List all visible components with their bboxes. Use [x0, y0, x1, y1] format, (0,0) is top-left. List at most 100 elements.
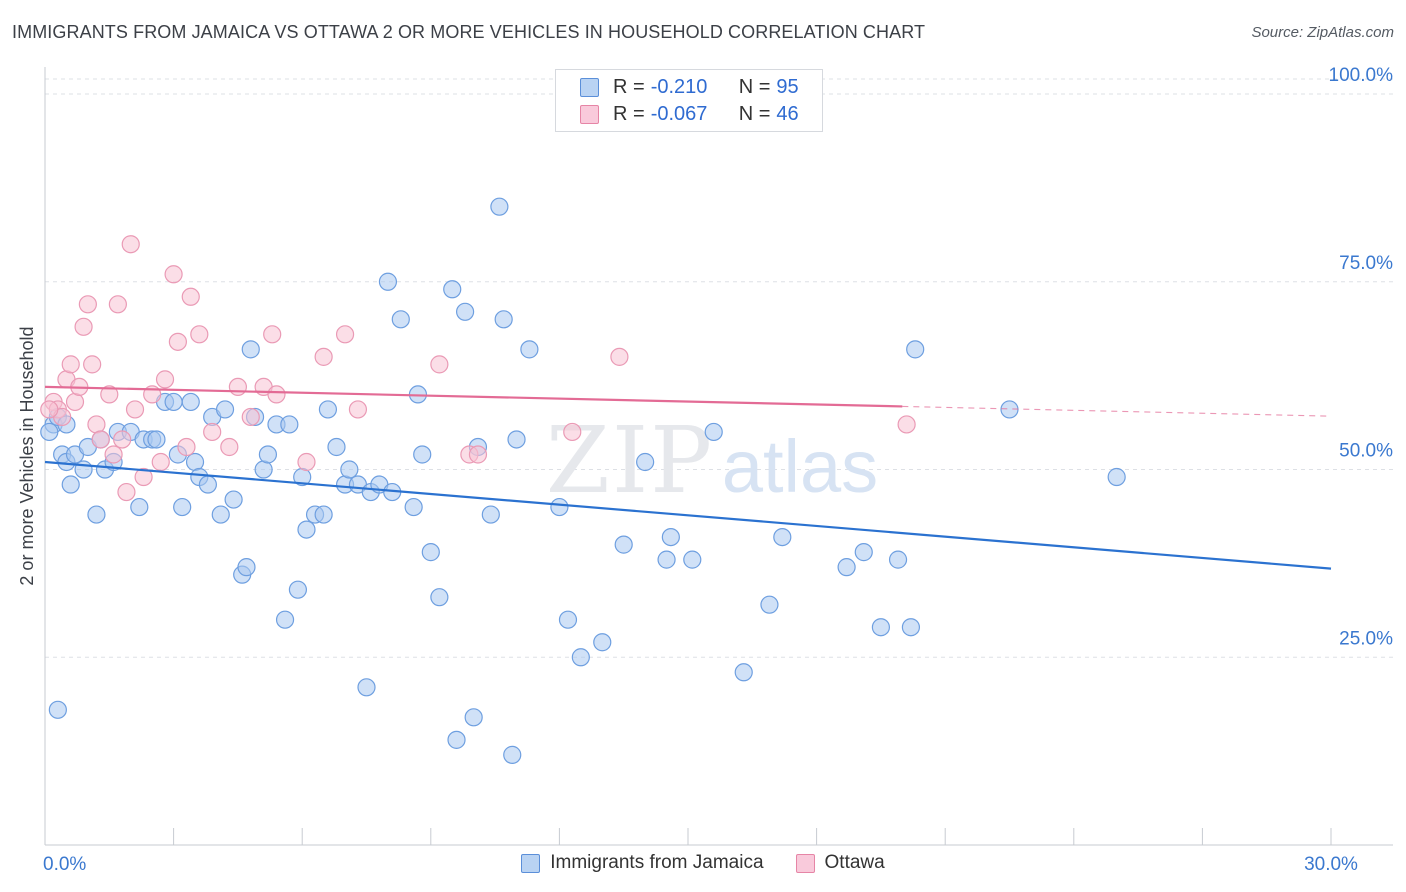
point-jamaica — [224, 490, 243, 509]
bottom-legend-ottawa[interactable]: Ottawa — [795, 852, 885, 874]
legend-r-label: R = — [613, 102, 645, 125]
point-jamaica — [318, 400, 338, 419]
point-jamaica — [734, 663, 753, 682]
point-jamaica — [378, 272, 398, 291]
point-jamaica — [147, 430, 166, 449]
point-ottawa — [897, 415, 916, 434]
y-tick-label: 100.0% — [1329, 65, 1394, 86]
point-ottawa — [263, 325, 282, 344]
y-axis-label: 2 or more Vehicles in Household — [17, 326, 37, 585]
point-jamaica — [215, 400, 235, 419]
point-jamaica — [760, 595, 779, 614]
point-ottawa — [168, 332, 187, 351]
point-ottawa — [164, 265, 183, 284]
point-jamaica — [550, 497, 569, 517]
point-jamaica — [507, 430, 526, 449]
point-ottawa — [468, 445, 488, 464]
point-jamaica — [421, 543, 440, 562]
point-jamaica — [357, 678, 376, 697]
point-ottawa — [190, 325, 209, 344]
bottom-legend-label-ottawa: Ottawa — [824, 852, 885, 873]
chart-title: IMMIGRANTS FROM JAMAICA VS OTTAWA 2 OR M… — [12, 22, 926, 42]
point-ottawa — [610, 347, 629, 366]
point-ottawa — [181, 287, 200, 306]
legend-n-value-jamaica: 95 — [776, 75, 799, 98]
point-jamaica — [40, 422, 59, 442]
point-jamaica — [593, 633, 612, 652]
point-ottawa — [78, 295, 97, 314]
point-jamaica — [447, 730, 466, 749]
axes — [44, 67, 1393, 846]
point-jamaica — [455, 302, 475, 321]
point-ottawa — [74, 317, 93, 336]
point-jamaica — [490, 197, 509, 216]
point-ottawa — [177, 437, 196, 457]
point-ottawa — [117, 482, 136, 502]
point-ottawa — [40, 400, 59, 419]
point-jamaica — [481, 505, 500, 524]
point-ottawa — [83, 355, 102, 374]
point-ottawa — [134, 467, 153, 487]
point-jamaica — [297, 520, 316, 539]
point-jamaica — [443, 280, 462, 299]
point-ottawa — [87, 415, 106, 434]
legend-swatch-ottawa — [580, 104, 599, 124]
legend-row-jamaica: R = -0.210 N = 95 — [580, 75, 799, 99]
y-tick-label: 25.0% — [1339, 628, 1393, 649]
point-ottawa — [155, 370, 175, 389]
point-jamaica — [74, 460, 93, 479]
point-jamaica — [181, 392, 200, 412]
point-ottawa — [121, 235, 140, 254]
point-ottawa — [314, 347, 333, 366]
point-jamaica — [1107, 467, 1126, 487]
source-label: Source: ZipAtlas.com — [1251, 24, 1394, 41]
trend-lines — [44, 385, 1332, 570]
point-ottawa — [113, 430, 132, 449]
legend-n-label: N = — [738, 102, 771, 125]
bottom-legend: Immigrants from Jamaica Ottawa — [0, 852, 1406, 874]
point-jamaica — [704, 422, 723, 442]
legend-row-ottawa: R = -0.067 N = 46 — [580, 102, 799, 126]
legend-r-value-jamaica: -0.210 — [650, 75, 708, 98]
point-jamaica — [404, 497, 423, 517]
point-jamaica — [871, 618, 891, 637]
bottom-legend-label-jamaica: Immigrants from Jamaica — [550, 852, 764, 873]
point-ottawa — [100, 385, 119, 404]
point-jamaica — [198, 475, 217, 494]
watermark-atlas: atlas — [722, 425, 878, 508]
point-jamaica — [211, 505, 230, 524]
point-jamaica — [280, 415, 299, 434]
x-tick-label: 30.0% — [1304, 854, 1358, 875]
point-ottawa — [563, 422, 582, 442]
point-jamaica — [571, 648, 590, 667]
point-jamaica — [558, 610, 578, 629]
bottom-legend-jamaica[interactable]: Immigrants from Jamaica — [521, 852, 764, 874]
legend-n-value-ottawa: 46 — [776, 102, 799, 125]
point-jamaica — [503, 745, 522, 764]
point-jamaica — [413, 445, 432, 464]
point-ottawa — [104, 445, 123, 464]
legend-n-label: N = — [738, 75, 771, 98]
point-ottawa — [430, 355, 449, 374]
y-tick-label: 75.0% — [1339, 253, 1393, 274]
legend-r-label: R = — [613, 75, 645, 98]
point-ottawa — [108, 295, 127, 314]
point-jamaica — [636, 452, 655, 472]
point-jamaica — [314, 505, 333, 524]
point-ottawa — [297, 452, 316, 472]
point-jamaica — [661, 527, 680, 547]
point-ottawa — [61, 355, 80, 374]
point-jamaica — [237, 558, 256, 577]
point-jamaica — [464, 708, 483, 727]
x-tick-label: 0.0% — [43, 854, 86, 875]
point-ottawa — [348, 400, 368, 419]
point-ottawa — [151, 452, 170, 472]
point-jamaica — [614, 535, 633, 554]
point-jamaica — [48, 700, 67, 719]
point-ottawa — [241, 407, 260, 427]
y-tick-label: 50.0% — [1339, 441, 1393, 462]
point-ottawa — [125, 400, 145, 419]
point-jamaica — [61, 475, 80, 494]
point-jamaica — [391, 310, 410, 329]
